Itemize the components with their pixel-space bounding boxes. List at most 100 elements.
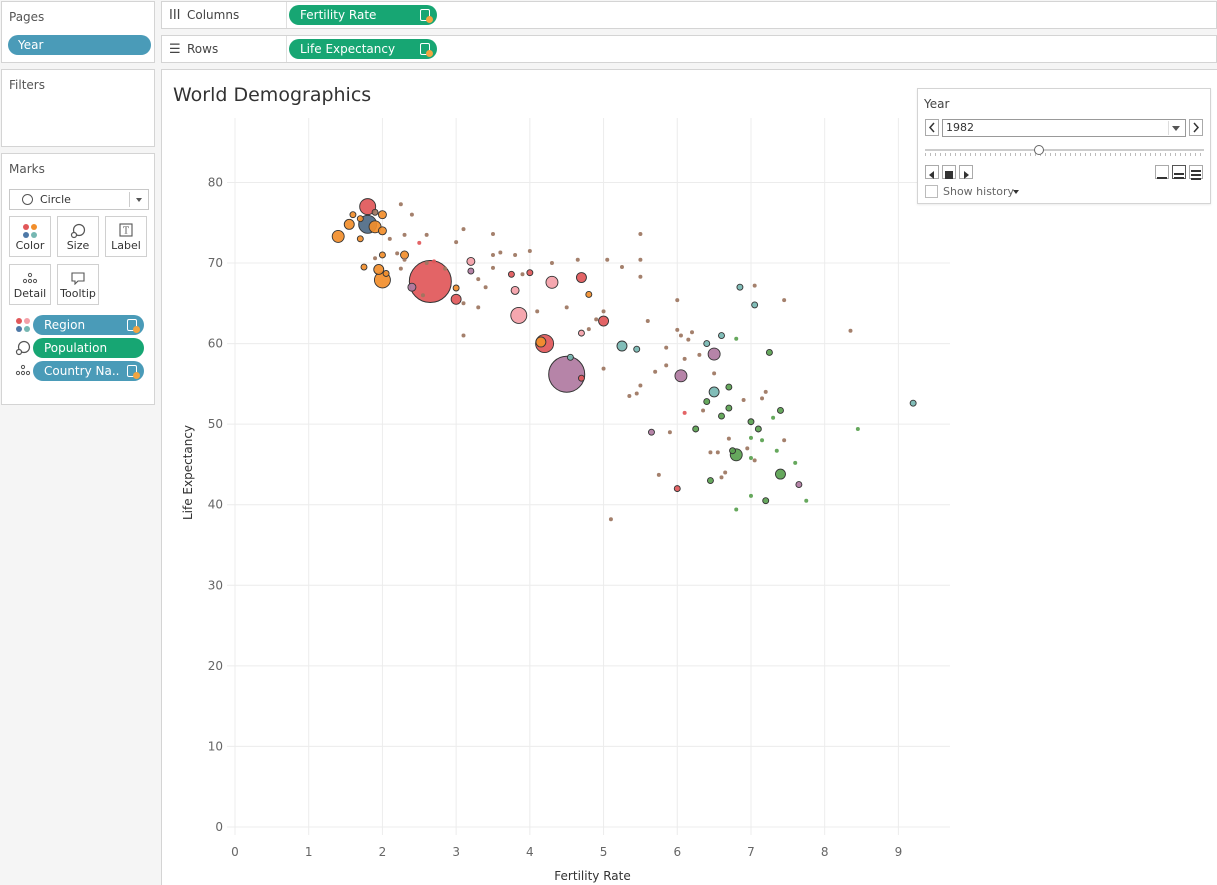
data-point[interactable] [667, 430, 672, 435]
data-point[interactable] [359, 198, 377, 216]
data-point[interactable] [510, 285, 520, 295]
data-point[interactable] [498, 250, 503, 255]
data-point[interactable] [703, 340, 711, 348]
show-history-checkbox[interactable] [925, 185, 938, 198]
data-point[interactable] [804, 498, 809, 503]
data-point[interactable] [601, 309, 606, 314]
data-point[interactable] [748, 455, 753, 460]
data-point[interactable] [432, 259, 437, 264]
data-point[interactable] [752, 458, 757, 463]
data-point[interactable] [627, 393, 632, 398]
year-slider-thumb[interactable] [1034, 145, 1045, 155]
data-point[interactable] [748, 435, 753, 440]
data-point[interactable] [408, 260, 452, 304]
country-name-pill[interactable]: Country Na.. [33, 361, 144, 381]
data-point[interactable] [349, 211, 357, 219]
filters-card[interactable]: Filters [1, 69, 155, 147]
data-point[interactable] [377, 226, 387, 236]
year-slider-track[interactable] [925, 149, 1204, 151]
data-point[interactable] [398, 202, 403, 207]
data-point[interactable] [723, 470, 728, 475]
region-pill[interactable]: Region [33, 315, 144, 335]
data-point[interactable] [777, 407, 784, 414]
data-point[interactable] [765, 349, 773, 356]
data-point[interactable] [395, 251, 400, 256]
data-point[interactable] [424, 232, 429, 237]
data-point[interactable] [476, 277, 481, 282]
scatter-plot[interactable]: 0 1 2 3 4 5 6 7 8 9 0 10 20 30 40 50 60 70 80 Fertility Rat… [162, 70, 1217, 885]
data-point[interactable] [424, 261, 429, 266]
data-point[interactable] [675, 327, 680, 332]
data-point[interactable] [373, 256, 378, 261]
data-point[interactable] [752, 283, 757, 288]
year-select[interactable]: 1982 [942, 119, 1186, 137]
data-point[interactable] [443, 266, 448, 271]
data-point[interactable] [601, 366, 606, 371]
data-point[interactable] [400, 250, 409, 260]
data-point[interactable] [634, 391, 639, 396]
data-point[interactable] [507, 270, 515, 278]
data-point[interactable] [371, 208, 379, 216]
data-point[interactable] [653, 369, 658, 374]
data-point[interactable] [490, 265, 495, 270]
data-point[interactable] [382, 270, 390, 277]
data-point[interactable] [725, 383, 733, 391]
prev-page-button[interactable] [925, 119, 939, 136]
data-point[interactable] [598, 315, 610, 327]
data-point[interactable] [608, 517, 613, 522]
data-point[interactable] [706, 477, 714, 485]
data-point[interactable] [793, 460, 798, 465]
data-point[interactable] [664, 363, 669, 368]
data-point[interactable] [638, 383, 643, 388]
data-point[interactable] [734, 507, 739, 512]
data-point[interactable] [454, 240, 459, 245]
data-point[interactable] [855, 426, 860, 431]
data-point[interactable] [356, 215, 364, 223]
data-point[interactable] [577, 329, 585, 337]
data-point[interactable] [726, 436, 731, 441]
next-page-button[interactable] [1189, 119, 1203, 136]
data-point[interactable] [466, 256, 476, 266]
data-point[interactable] [678, 333, 683, 338]
data-point[interactable] [682, 410, 687, 415]
data-point[interactable] [638, 257, 643, 262]
data-point[interactable] [586, 327, 591, 332]
color-button[interactable]: Color [9, 216, 51, 257]
data-point[interactable] [909, 399, 917, 407]
data-point[interactable] [745, 446, 750, 451]
data-point[interactable] [461, 333, 466, 338]
data-point[interactable] [725, 404, 733, 412]
data-point[interactable] [510, 306, 528, 324]
data-point[interactable] [795, 481, 803, 489]
speed-slow-button[interactable] [1155, 165, 1169, 179]
data-point[interactable] [782, 298, 787, 303]
data-point[interactable] [331, 229, 345, 243]
data-point[interactable] [490, 232, 495, 237]
data-point[interactable] [549, 261, 554, 266]
data-point[interactable] [741, 397, 746, 402]
data-point[interactable] [605, 257, 610, 262]
data-point[interactable] [356, 235, 364, 243]
data-point[interactable] [402, 257, 407, 262]
data-point[interactable] [461, 227, 466, 232]
data-point[interactable] [848, 328, 853, 333]
mark-type-dropdown[interactable]: Circle [9, 189, 149, 210]
data-point[interactable] [535, 336, 547, 348]
data-point[interactable] [754, 425, 762, 433]
data-point[interactable] [734, 336, 739, 341]
data-point[interactable] [638, 232, 643, 237]
data-point[interactable] [675, 298, 680, 303]
data-point[interactable] [476, 305, 481, 310]
data-point[interactable] [682, 356, 687, 361]
data-point[interactable] [594, 317, 599, 322]
speed-medium-button[interactable] [1172, 165, 1186, 179]
columns-shelf[interactable]: ⅠⅠⅠ Columns Fertility Rate [161, 1, 1217, 29]
data-point[interactable] [483, 285, 488, 290]
speed-fast-button[interactable] [1189, 165, 1203, 180]
detail-button[interactable]: Detail [9, 264, 51, 305]
data-point[interactable] [638, 274, 643, 279]
data-point[interactable] [526, 269, 534, 277]
data-point[interactable] [575, 272, 587, 283]
data-point[interactable] [686, 337, 691, 342]
data-point[interactable] [619, 265, 624, 270]
